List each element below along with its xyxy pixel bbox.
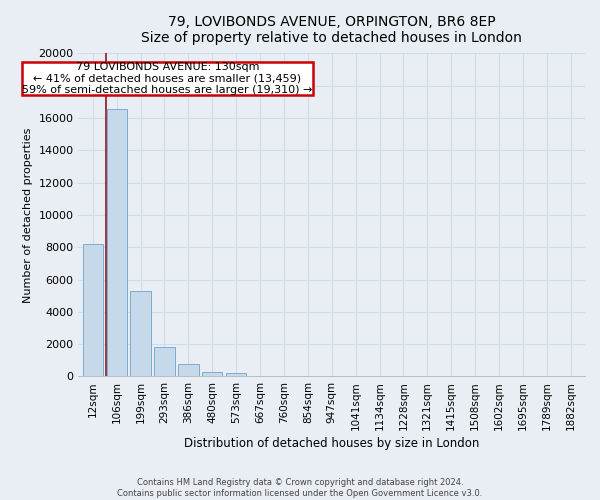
X-axis label: Distribution of detached houses by size in London: Distribution of detached houses by size … <box>184 437 479 450</box>
Title: 79, LOVIBONDS AVENUE, ORPINGTON, BR6 8EP
Size of property relative to detached h: 79, LOVIBONDS AVENUE, ORPINGTON, BR6 8EP… <box>142 15 522 45</box>
Text: 79 LOVIBONDS AVENUE: 130sqm
← 41% of detached houses are smaller (13,459)
59% of: 79 LOVIBONDS AVENUE: 130sqm ← 41% of det… <box>22 62 313 95</box>
Text: Contains HM Land Registry data © Crown copyright and database right 2024.
Contai: Contains HM Land Registry data © Crown c… <box>118 478 482 498</box>
Bar <box>178 364 199 376</box>
Y-axis label: Number of detached properties: Number of detached properties <box>23 127 33 302</box>
Bar <box>107 109 127 376</box>
Bar <box>226 373 247 376</box>
Bar <box>154 346 175 376</box>
Bar <box>202 372 223 376</box>
Bar <box>130 291 151 376</box>
Bar <box>83 244 103 376</box>
